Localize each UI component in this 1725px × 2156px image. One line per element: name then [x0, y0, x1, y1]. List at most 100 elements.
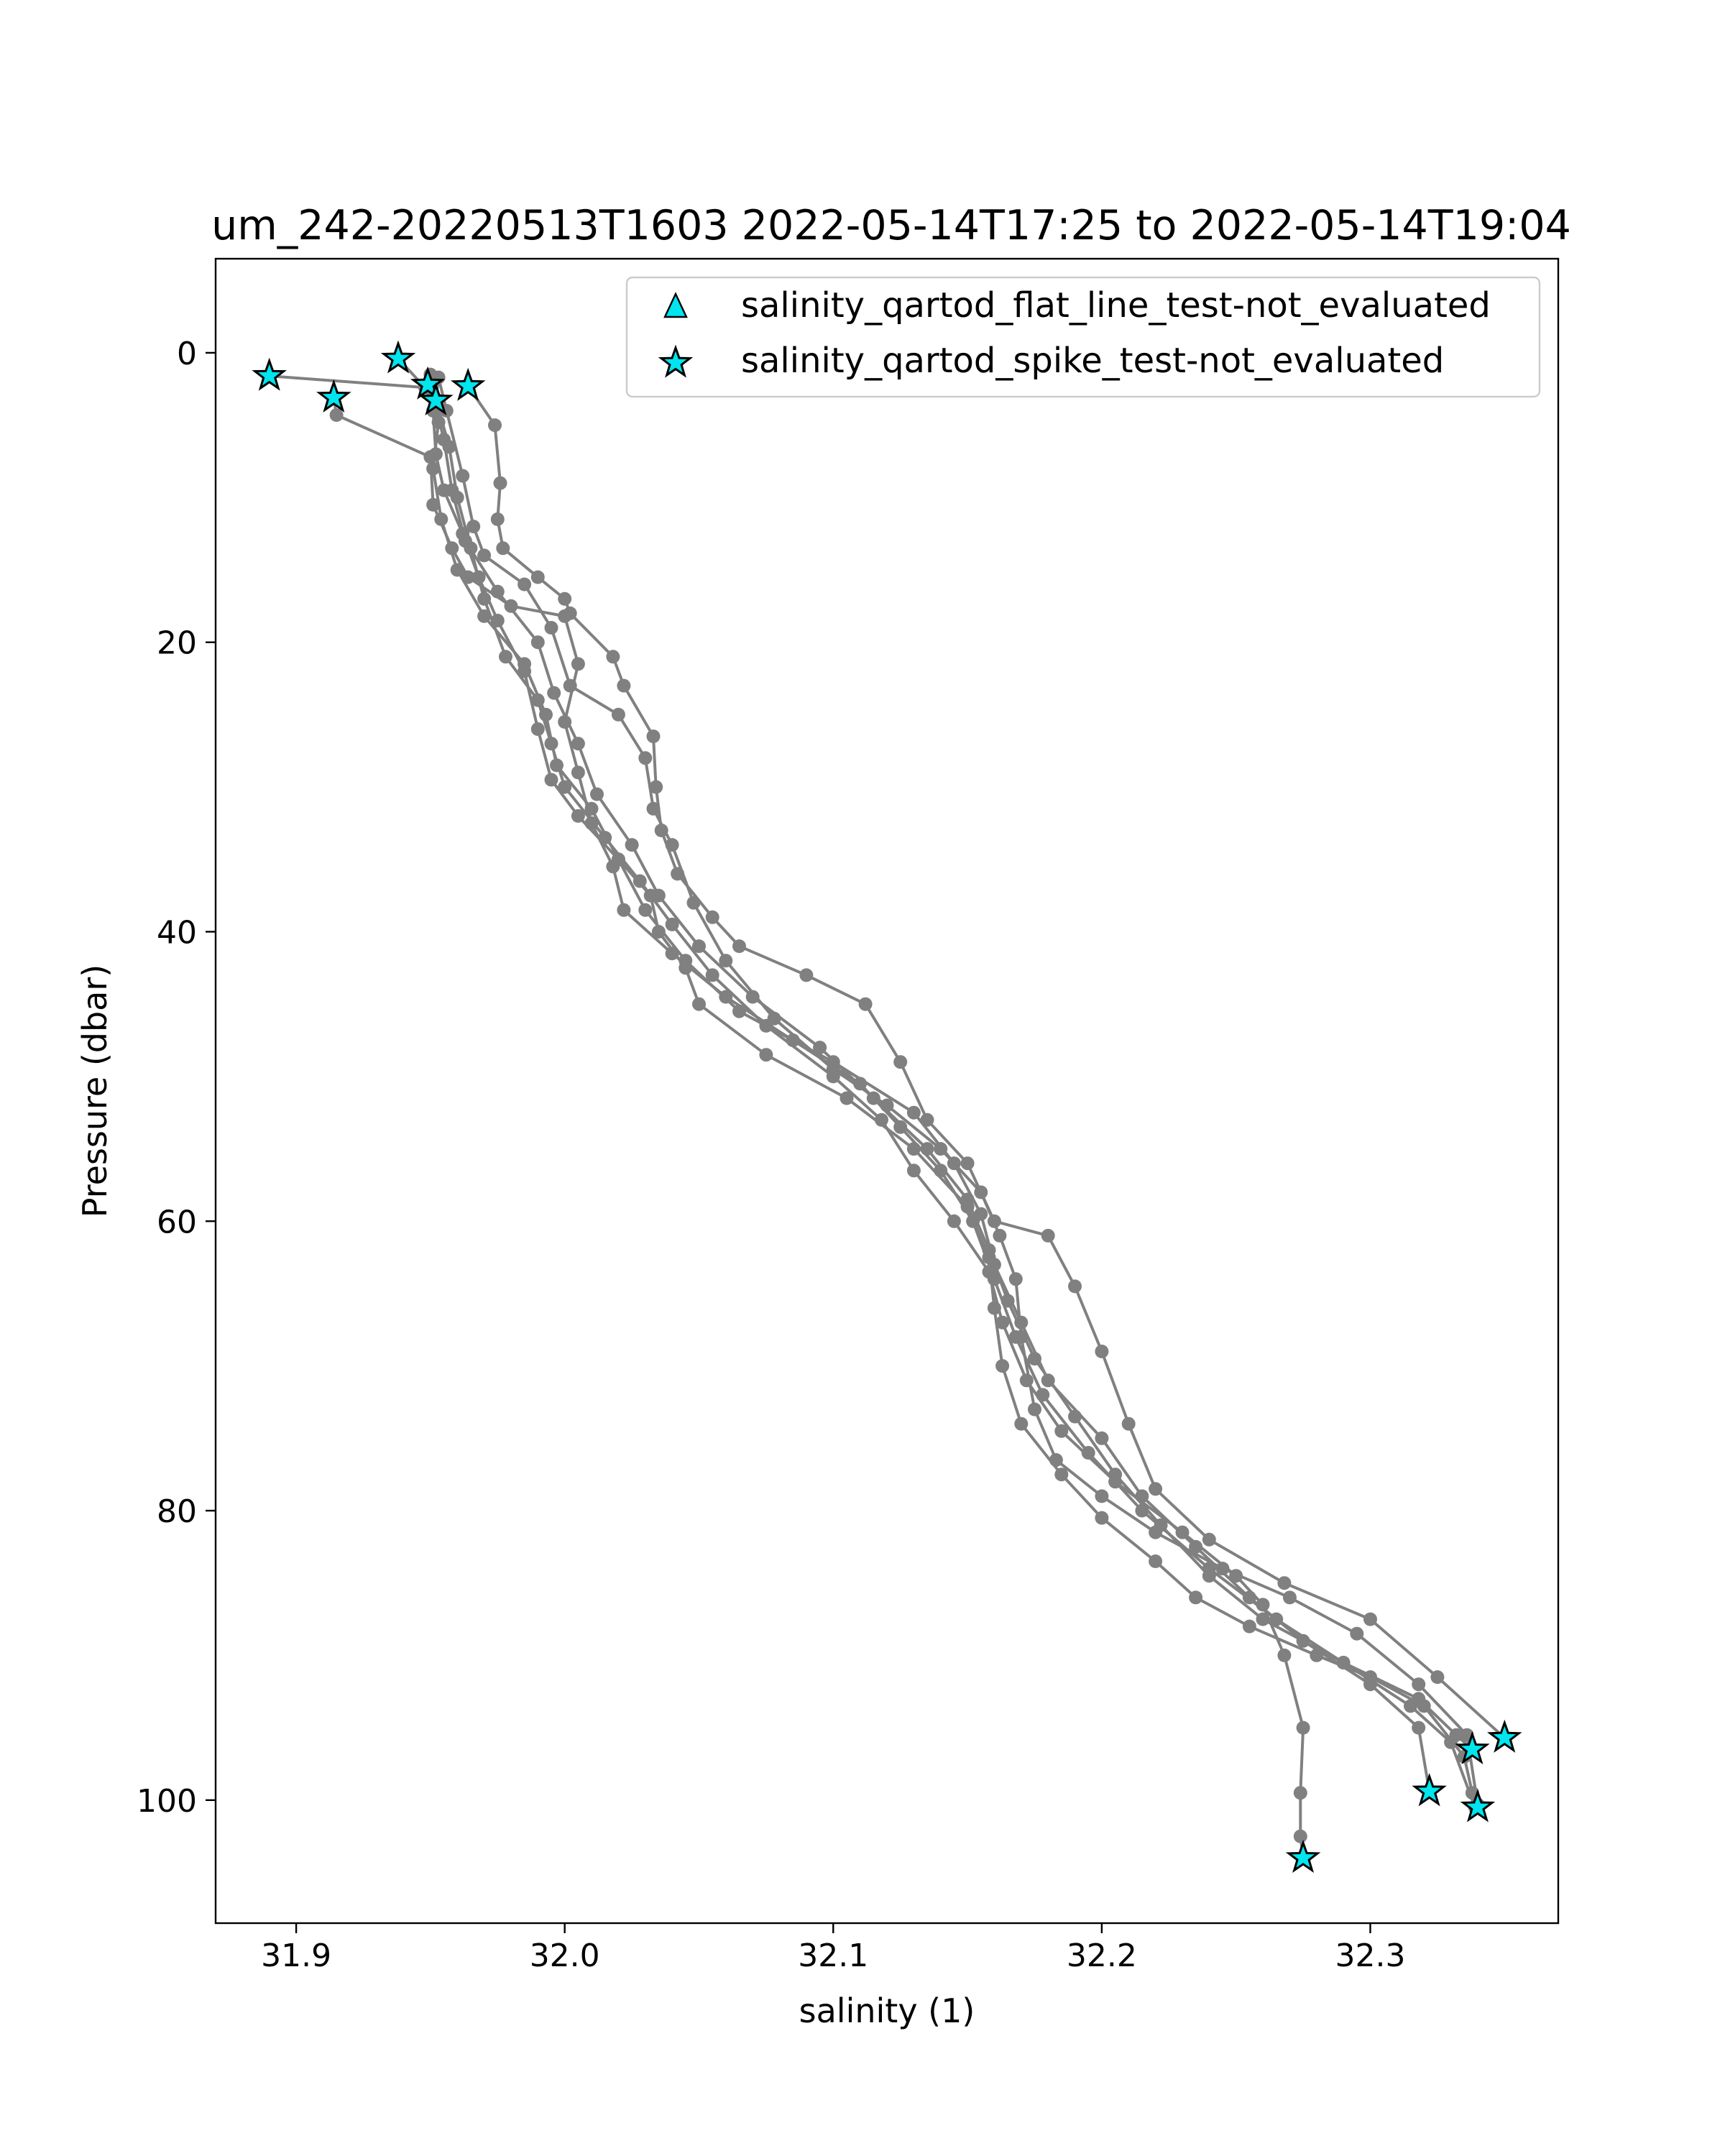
data-point	[530, 635, 545, 650]
spike-flag-star	[252, 357, 287, 391]
spike-flag-star	[1412, 1773, 1447, 1807]
data-point	[1215, 1562, 1230, 1576]
legend-triangle-icon	[663, 292, 688, 318]
data-point	[638, 903, 653, 917]
data-point	[544, 621, 558, 635]
data-point	[477, 609, 492, 623]
data-point	[1014, 1315, 1029, 1330]
data-point	[1269, 1612, 1284, 1626]
data-point	[490, 512, 505, 526]
data-point	[1296, 1720, 1310, 1735]
data-point	[617, 903, 631, 917]
data-point	[530, 570, 545, 584]
data-point	[466, 520, 481, 534]
legend-star-icon	[658, 344, 694, 378]
data-point	[1054, 1424, 1069, 1438]
data-point	[426, 497, 441, 512]
x-tick-label: 32.0	[530, 1938, 600, 1974]
data-point	[993, 1228, 1007, 1243]
data-point	[493, 476, 507, 490]
data-point	[982, 1265, 996, 1279]
data-point	[1135, 1503, 1149, 1518]
data-point	[464, 541, 478, 556]
data-point	[544, 737, 558, 751]
data-point	[875, 1112, 888, 1127]
data-point	[1095, 1511, 1109, 1525]
data-point	[1014, 1330, 1029, 1344]
flag-markers	[252, 340, 1522, 1874]
data-point	[866, 1091, 880, 1105]
data-point	[1189, 1590, 1203, 1605]
data-point	[858, 997, 873, 1011]
spike-flag-star	[380, 340, 416, 374]
data-point	[649, 780, 663, 794]
data-point	[1412, 1677, 1426, 1692]
data-point	[920, 1142, 934, 1156]
spike-flag-star	[1455, 1731, 1490, 1764]
data-point	[799, 968, 814, 982]
data-point	[732, 939, 746, 954]
data-point	[947, 1156, 961, 1171]
data-point	[477, 591, 492, 606]
data-point	[1242, 1619, 1256, 1634]
spike-flag-star	[418, 382, 454, 416]
data-point	[1081, 1446, 1095, 1460]
data-point	[558, 591, 572, 606]
data-point	[686, 895, 701, 910]
data-point	[504, 599, 518, 613]
data-point	[490, 614, 505, 627]
data-point	[1256, 1598, 1270, 1612]
data-point	[1256, 1612, 1270, 1626]
spike-flag-star	[450, 367, 486, 401]
data-point	[611, 852, 625, 867]
data-point	[1363, 1612, 1377, 1626]
data-point	[1363, 1670, 1377, 1685]
profile-line-2	[397, 357, 1473, 1751]
data-point	[428, 447, 443, 461]
x-tick-label: 32.1	[798, 1938, 868, 1974]
data-point	[840, 1091, 854, 1105]
data-point	[1095, 1489, 1109, 1503]
data-point	[518, 664, 532, 678]
x-tick-label: 32.2	[1067, 1938, 1137, 1974]
data-point	[947, 1214, 961, 1228]
data-point	[1202, 1532, 1216, 1547]
data-point	[1293, 1786, 1307, 1800]
data-point	[606, 650, 620, 664]
data-point	[632, 874, 647, 888]
y-axis-label: Pressure (dbar)	[75, 964, 114, 1217]
data-point	[1277, 1576, 1292, 1590]
data-point	[461, 570, 475, 584]
spike-flag-star	[316, 379, 351, 413]
legend-star-shape	[658, 344, 694, 378]
data-point	[434, 512, 448, 526]
data-point	[966, 1214, 980, 1228]
spike-flag-star	[1460, 1789, 1496, 1823]
data-point	[853, 1077, 868, 1091]
data-point	[584, 801, 599, 816]
data-point	[550, 758, 564, 773]
chart-title: um_242-20220513T1603 2022-05-14T17:25 to…	[211, 202, 1571, 249]
data-point	[547, 686, 561, 700]
data-point	[442, 440, 456, 454]
data-point	[880, 1098, 894, 1112]
data-point	[665, 946, 679, 961]
data-point	[530, 722, 545, 736]
data-point	[745, 990, 760, 1004]
data-point	[759, 1018, 773, 1033]
data-point	[617, 678, 631, 693]
data-point	[571, 808, 585, 823]
spike-flag-star	[1285, 1839, 1321, 1874]
data-point	[1430, 1670, 1445, 1685]
data-point	[692, 997, 706, 1011]
data-point	[826, 1069, 840, 1084]
data-point	[1412, 1720, 1426, 1735]
data-point	[499, 650, 512, 664]
data-point	[1404, 1699, 1417, 1713]
data-point	[1095, 1431, 1109, 1445]
x-axis: 31.9 32.0 32.1 32.2 32.3	[261, 1923, 1405, 1974]
y-tick-label: 0	[177, 336, 197, 372]
data-point	[1054, 1468, 1069, 1482]
legend-label-flat-line: salinity_qartod_flat_line_test-not_evalu…	[741, 285, 1491, 326]
data-point	[1229, 1569, 1243, 1583]
